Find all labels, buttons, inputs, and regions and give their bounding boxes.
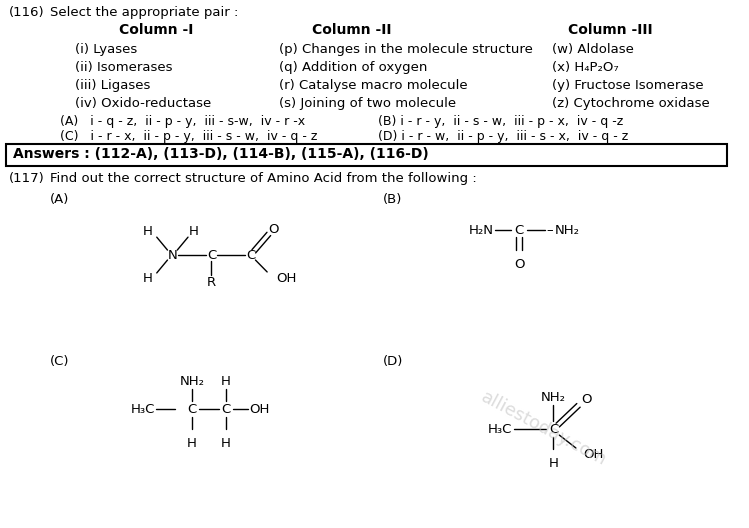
- Text: H: H: [187, 437, 197, 450]
- Text: –: –: [547, 224, 554, 237]
- Text: H₂N: H₂N: [468, 224, 494, 237]
- Text: OH: OH: [249, 403, 270, 416]
- Text: H: H: [221, 375, 231, 388]
- Text: (q) Addition of oxygen: (q) Addition of oxygen: [279, 61, 427, 74]
- Bar: [6, 144, 727, 165]
- Text: O: O: [268, 223, 279, 235]
- Text: (i) Lyases: (i) Lyases: [75, 43, 137, 56]
- Text: C: C: [549, 422, 558, 436]
- Text: (x) H₄P₂O₇: (x) H₄P₂O₇: [553, 61, 619, 74]
- Text: Column -I: Column -I: [118, 23, 193, 37]
- Text: N: N: [168, 249, 178, 261]
- Text: O: O: [514, 258, 524, 271]
- Text: R: R: [207, 276, 216, 289]
- Text: H: H: [143, 272, 153, 286]
- Text: H: H: [548, 457, 559, 470]
- Text: NH₂: NH₂: [554, 224, 580, 237]
- Text: Answers : (112-A), (113-D), (114-B), (115-A), (116-D): Answers : (112-A), (113-D), (114-B), (11…: [13, 147, 429, 161]
- Text: (B): (B): [383, 193, 401, 206]
- Text: (p) Changes in the molecule structure: (p) Changes in the molecule structure: [279, 43, 533, 56]
- Text: Find out the correct structure of Amino Acid from the following :: Find out the correct structure of Amino …: [50, 173, 477, 185]
- Text: OH: OH: [276, 272, 297, 286]
- Text: H: H: [189, 225, 198, 238]
- Text: (117): (117): [9, 173, 45, 185]
- Text: (iv) Oxido-reductase: (iv) Oxido-reductase: [75, 97, 211, 110]
- Text: C: C: [187, 403, 196, 416]
- Text: Column -II: Column -II: [312, 23, 392, 37]
- Text: NH₂: NH₂: [180, 375, 204, 388]
- Text: O: O: [581, 393, 592, 406]
- Text: H₃C: H₃C: [488, 422, 512, 436]
- Text: (A): (A): [50, 193, 70, 206]
- Text: NH₂: NH₂: [541, 391, 566, 404]
- Text: (z) Cytochrome oxidase: (z) Cytochrome oxidase: [553, 97, 710, 110]
- Text: (C): (C): [50, 354, 70, 367]
- Text: C: C: [515, 224, 524, 237]
- Text: (w) Aldolase: (w) Aldolase: [553, 43, 634, 56]
- Text: (s) Joining of two molecule: (s) Joining of two molecule: [279, 97, 456, 110]
- Text: OH: OH: [583, 448, 603, 461]
- Text: (116): (116): [9, 6, 45, 20]
- Text: H: H: [143, 225, 153, 238]
- Text: alliestoday.com: alliestoday.com: [478, 389, 610, 470]
- Text: (D): (D): [383, 354, 403, 367]
- Text: C: C: [207, 249, 216, 261]
- Text: (ii) Isomerases: (ii) Isomerases: [75, 61, 172, 74]
- Text: (B) i - r - y,  ii - s - w,  iii - p - x,  iv - q -z: (B) i - r - y, ii - s - w, iii - p - x, …: [377, 115, 623, 128]
- Text: (A)   i - q - z,  ii - p - y,  iii - s-w,  iv - r -x: (A) i - q - z, ii - p - y, iii - s-w, iv…: [60, 115, 305, 128]
- Text: (r) Catalyse macro molecule: (r) Catalyse macro molecule: [279, 79, 467, 92]
- Text: H₃C: H₃C: [131, 403, 155, 416]
- Text: C: C: [222, 403, 231, 416]
- Text: (D) i - r - w,  ii - p - y,  iii - s - x,  iv - q - z: (D) i - r - w, ii - p - y, iii - s - x, …: [377, 130, 628, 143]
- Text: C: C: [246, 249, 255, 261]
- Text: H: H: [221, 437, 231, 450]
- Text: (C)   i - r - x,  ii - p - y,  iii - s - w,  iv - q - z: (C) i - r - x, ii - p - y, iii - s - w, …: [60, 130, 318, 143]
- Text: Select the appropriate pair :: Select the appropriate pair :: [50, 6, 239, 20]
- Text: Column -III: Column -III: [568, 23, 652, 37]
- Text: (iii) Ligases: (iii) Ligases: [75, 79, 150, 92]
- Text: (y) Fructose Isomerase: (y) Fructose Isomerase: [553, 79, 704, 92]
